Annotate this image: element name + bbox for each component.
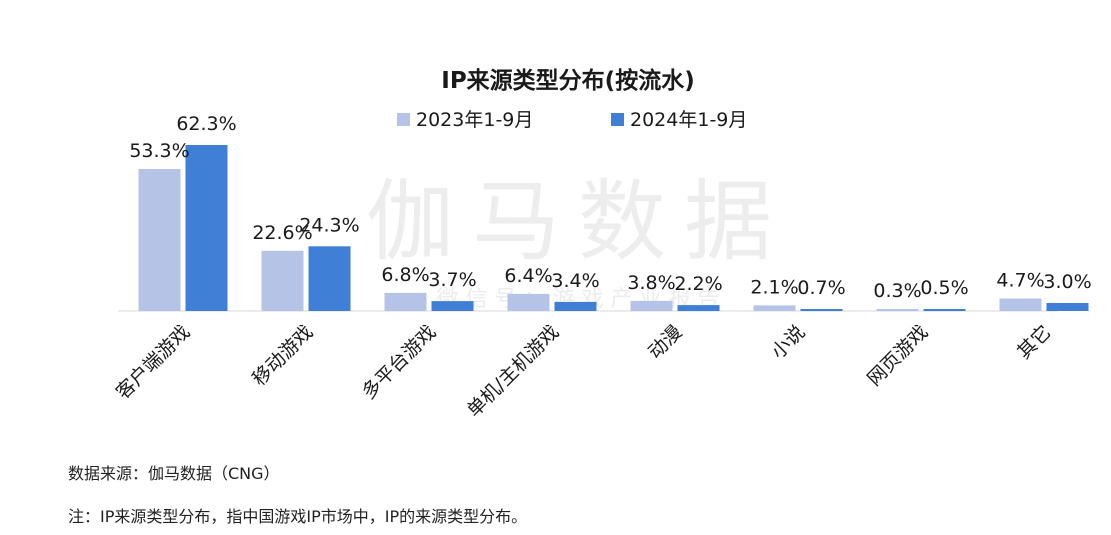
data-label-2024-5: 0.7% (797, 277, 845, 299)
category-label-3: 单机/主机游戏 (463, 321, 564, 422)
bar-2023-4 (630, 300, 673, 311)
bar-2024-0 (185, 145, 228, 311)
data-label-2023-3: 6.4% (504, 265, 552, 287)
bar-2024-2 (431, 301, 474, 311)
footnote: 注：IP来源类型分布，指中国游戏IP市场中，IP的来源类型分布。 (68, 507, 528, 526)
category-label-2: 多平台游戏 (358, 321, 441, 404)
data-label-2023-4: 3.8% (627, 272, 675, 294)
bar-2023-0 (138, 169, 181, 311)
chart-title: IP来源类型分布(按流水) (441, 67, 694, 94)
data-source-note: 数据来源：伽马数据（CNG） (68, 464, 280, 483)
data-label-2023-7: 4.7% (996, 270, 1044, 292)
legend-label-2024: 2024年1-9月 (630, 109, 747, 131)
category-labels-layer: 客户端游戏 移动游戏 多平台游戏 单机/主机游戏 动漫 小说 网页游戏 其它 (112, 321, 1056, 422)
data-label-2024-6: 0.5% (920, 277, 968, 299)
watermark: 伽马数据 (366, 170, 790, 273)
data-label-2023-6: 0.3% (873, 280, 921, 302)
data-label-2023-2: 6.8% (381, 264, 429, 286)
category-label-6: 网页游戏 (863, 321, 932, 390)
category-label-7: 其它 (1013, 321, 1055, 363)
bar-2023-6 (876, 309, 919, 311)
bar-2024-6 (923, 309, 966, 311)
legend-label-2023: 2023年1-9月 (416, 109, 533, 131)
bar-2023-3 (507, 293, 550, 311)
bar-2023-5 (753, 305, 796, 311)
data-label-2024-1: 24.3% (299, 214, 359, 236)
value-labels-layer: 53.3% 62.3% 22.6%24.3% 6.8%3.7% 6.4%3.4% 3.8%… (129, 113, 1091, 302)
data-label-2023-1: 22.6% (252, 222, 312, 244)
category-label-4: 动漫 (644, 321, 686, 363)
data-label-2024-3: 3.4% (551, 270, 599, 292)
legend-swatch-2023 (397, 113, 410, 126)
bar-2023-7 (999, 298, 1042, 311)
data-label-2023-5: 2.1% (750, 276, 798, 298)
data-label-2024-0: 62.3% (176, 113, 236, 135)
bar-2024-5 (800, 309, 843, 311)
bars-layer (138, 145, 1089, 311)
category-label-1: 移动游戏 (248, 321, 317, 390)
bar-2023-2 (384, 292, 427, 311)
chart: 伽马数据 微 信 号 ： 游 戏 产 业 报 告 IP来源类型分布(按流水) 2… (112, 67, 1092, 422)
category-label-0: 客户端游戏 (112, 321, 195, 404)
data-label-2023-0: 53.3% (129, 140, 189, 162)
data-label-2024-7: 3.0% (1043, 271, 1091, 293)
bar-2024-3 (554, 301, 597, 311)
bar-2024-7 (1046, 303, 1089, 311)
bar-2024-1 (308, 246, 351, 311)
data-label-2024-4: 2.2% (674, 273, 722, 295)
legend-swatch-2024 (611, 113, 624, 126)
category-label-5: 小说 (767, 321, 809, 363)
legend: 2023年1-9月 2024年1-9月 (397, 109, 747, 131)
bar-2024-4 (677, 305, 720, 311)
bar-2023-1 (261, 250, 304, 311)
data-label-2024-2: 3.7% (428, 269, 476, 291)
